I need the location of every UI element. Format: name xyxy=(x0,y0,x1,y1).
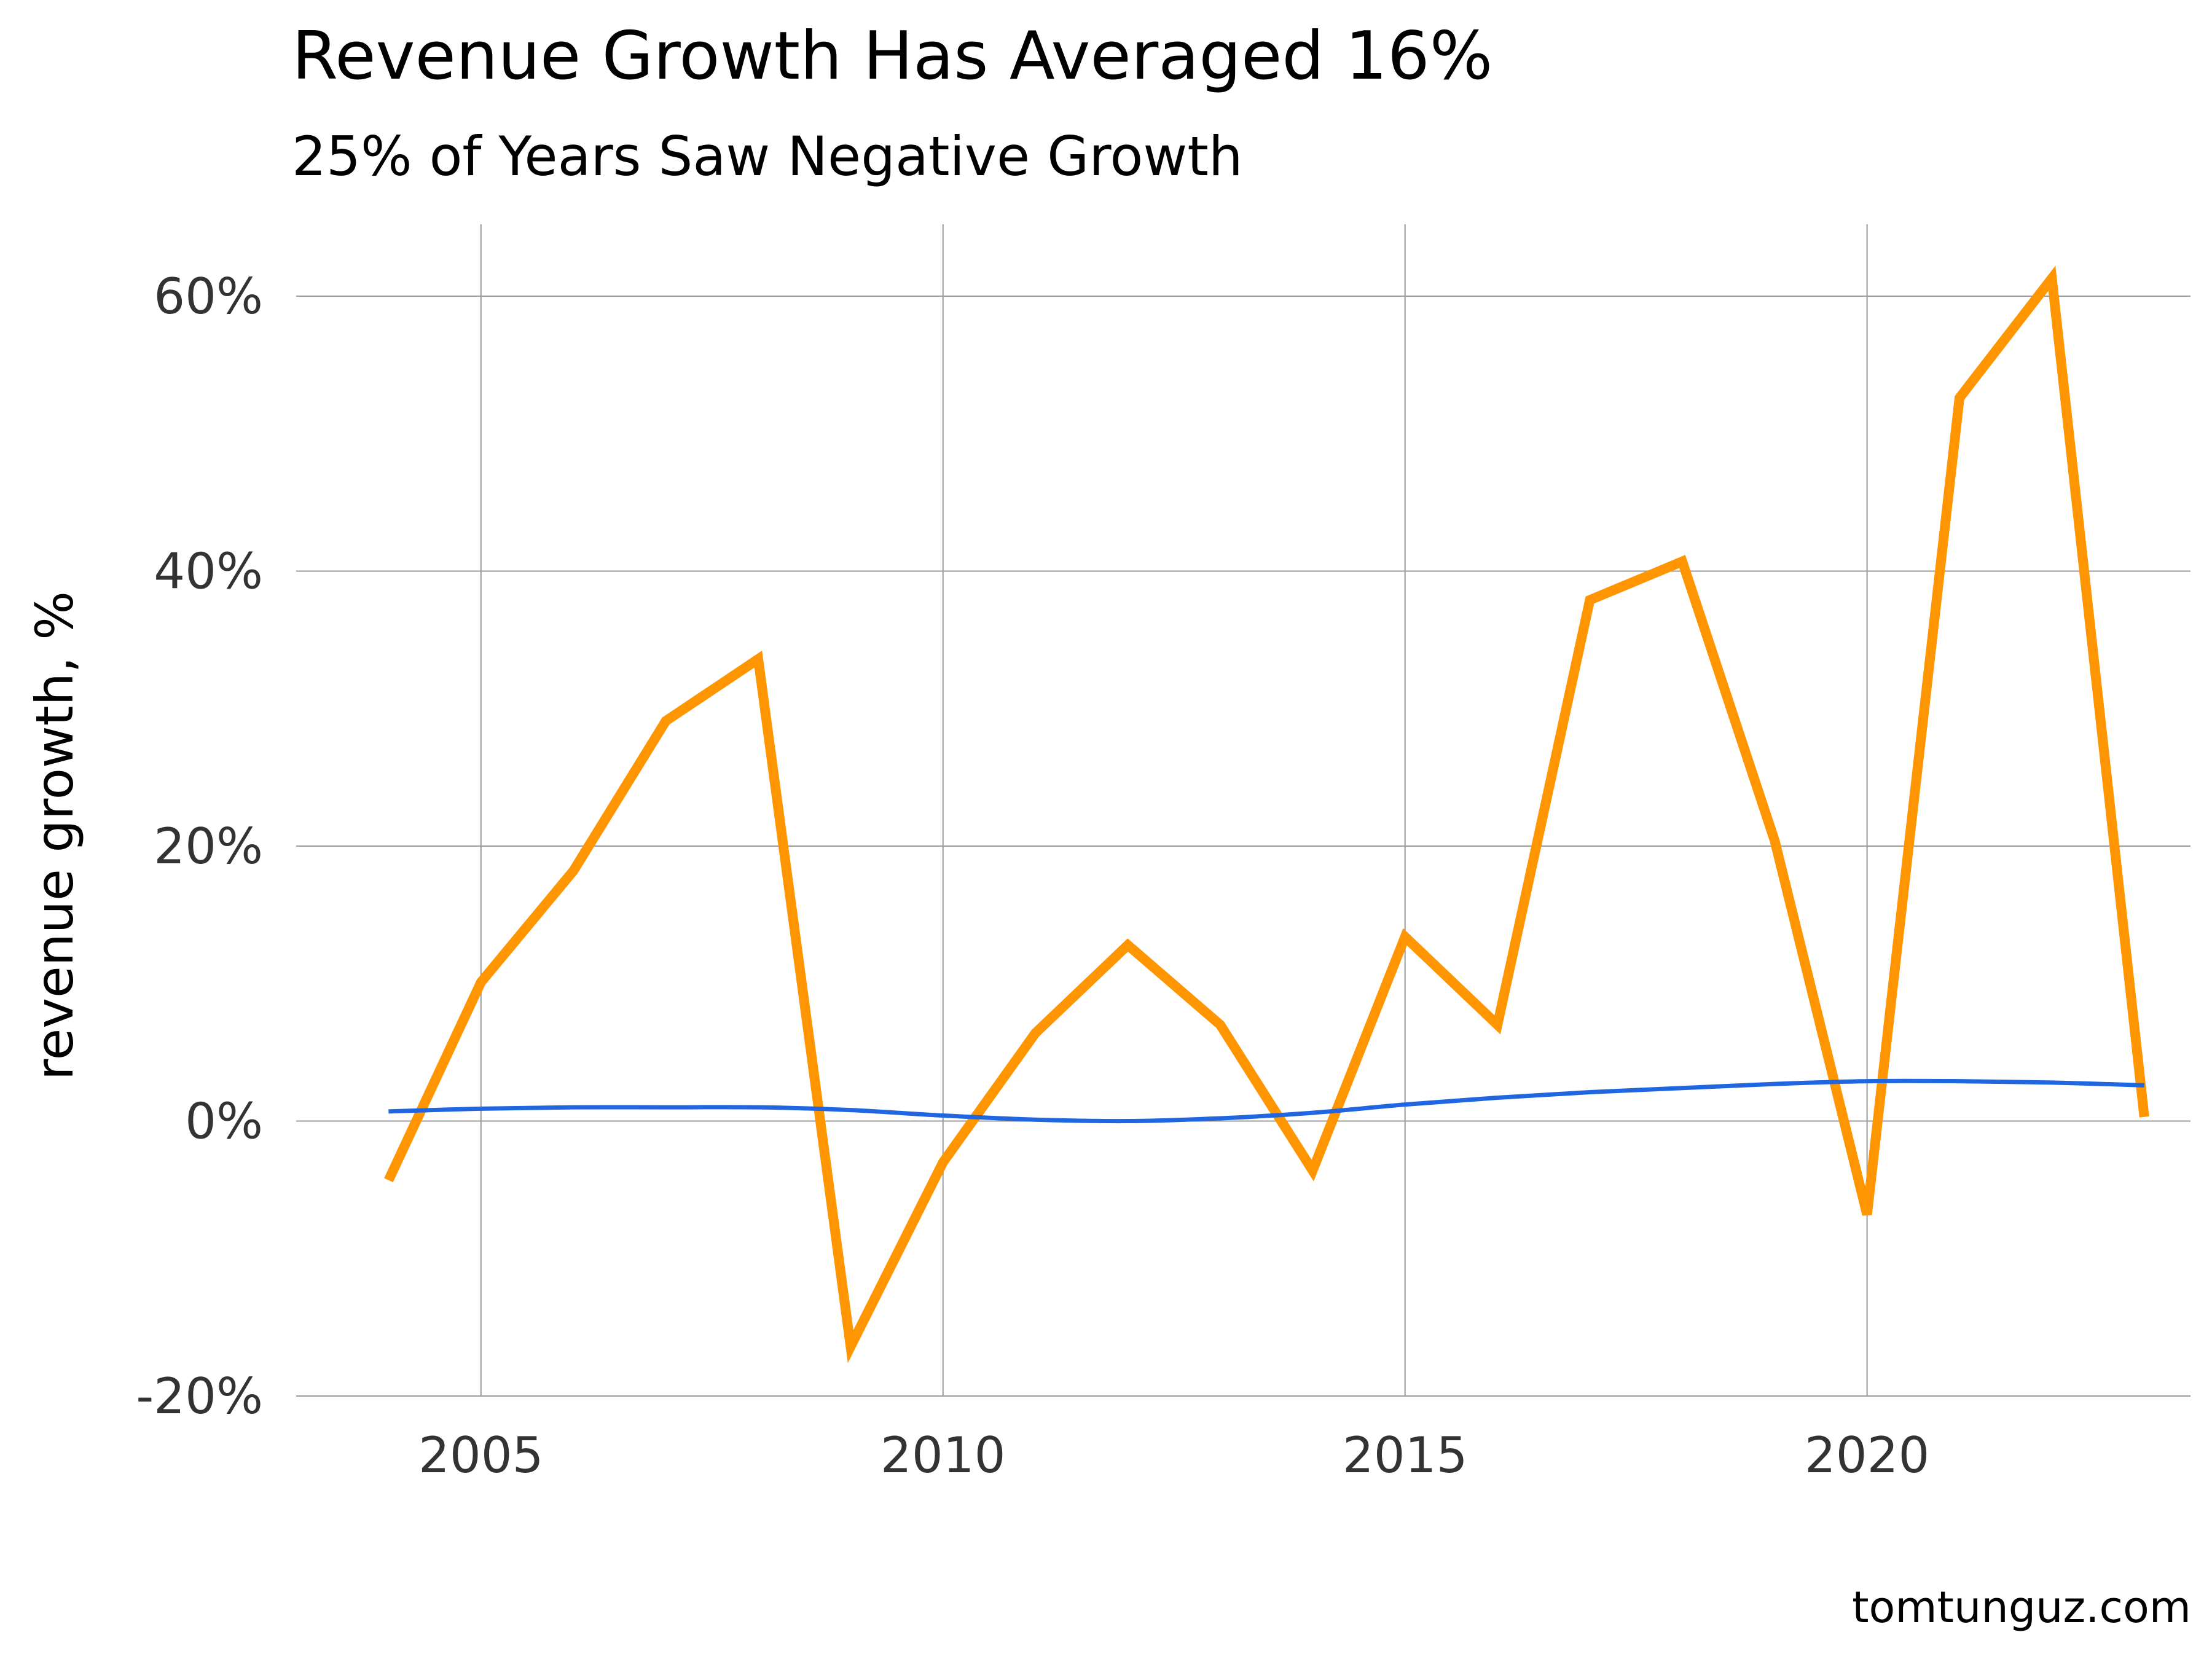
source-credit: tomtunguz.com xyxy=(1852,1582,2191,1633)
x-tick-label: 2015 xyxy=(1343,1427,1468,1484)
y-tick-label: 0% xyxy=(185,1093,263,1150)
revenue-growth-line xyxy=(384,265,2149,1363)
y-tick-label: 60% xyxy=(154,268,263,325)
y-tick-label: 20% xyxy=(154,818,263,875)
chart-title: Revenue Growth Has Averaged 16% xyxy=(292,18,1492,95)
y-axis-label: revenue growth, % xyxy=(25,591,85,1080)
x-tick-label: 2005 xyxy=(418,1427,544,1484)
y-tick-label: 40% xyxy=(154,543,263,600)
x-tick-label: 2020 xyxy=(1805,1427,1930,1484)
x-gridlines xyxy=(480,224,1868,1396)
series-layer xyxy=(384,265,2149,1363)
trend-line xyxy=(388,1078,2144,1124)
chart-subtitle: 25% of Years Saw Negative Growth xyxy=(292,125,1243,188)
x-tick-labels: 2005 2010 2015 2020 xyxy=(418,1427,1929,1484)
x-tick-label: 2010 xyxy=(880,1427,1006,1484)
y-tick-label: -20% xyxy=(136,1368,263,1425)
y-tick-labels: -20% 0% 20% 40% 60% xyxy=(136,268,263,1425)
